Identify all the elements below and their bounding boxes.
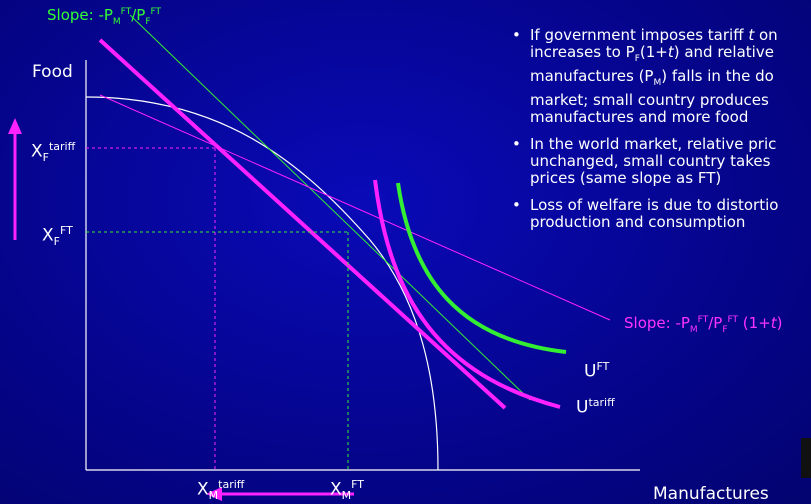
tariff-slope-label: Slope: -PMFT/PFFT (1+t)	[624, 314, 783, 335]
xf-ft-label: XFFT	[42, 224, 73, 249]
bullet-world-market: • In the world market, relative pric unc…	[512, 135, 777, 187]
explanation-bullets: • If government imposes tariff t on incr…	[512, 27, 811, 241]
x-axis-label: Manufactures	[653, 484, 769, 504]
edge-artifact	[801, 438, 811, 478]
xm-tariff-label: XMtariff	[197, 478, 245, 503]
indifference-curve-tariff	[373, 179, 561, 409]
bullet-welfare-loss: • Loss of welfare is due to distortio pr…	[512, 196, 779, 231]
ft-price-line	[129, 14, 531, 401]
y-axis-label: Food	[32, 62, 73, 82]
u-ft-label: UFT	[584, 360, 610, 382]
u-tariff-label: Utariff	[576, 396, 615, 418]
bullet-tariff-effect: • If government imposes tariff t on incr…	[512, 27, 778, 126]
food-increase-arrowhead	[8, 118, 22, 134]
xf-tariff-label: XFtariff	[31, 140, 76, 165]
xm-ft-label: XMFT	[330, 478, 365, 503]
production-possibilities-frontier	[85, 96, 439, 471]
tariff-world-price-line	[98, 38, 507, 410]
manufactures-decrease-arrowhead	[206, 487, 222, 501]
tariff-domestic-price-line	[99, 94, 611, 321]
ft-slope-label: Slope: -PMFT/PFFT	[47, 6, 162, 27]
indifference-curve-ft	[396, 182, 567, 354]
